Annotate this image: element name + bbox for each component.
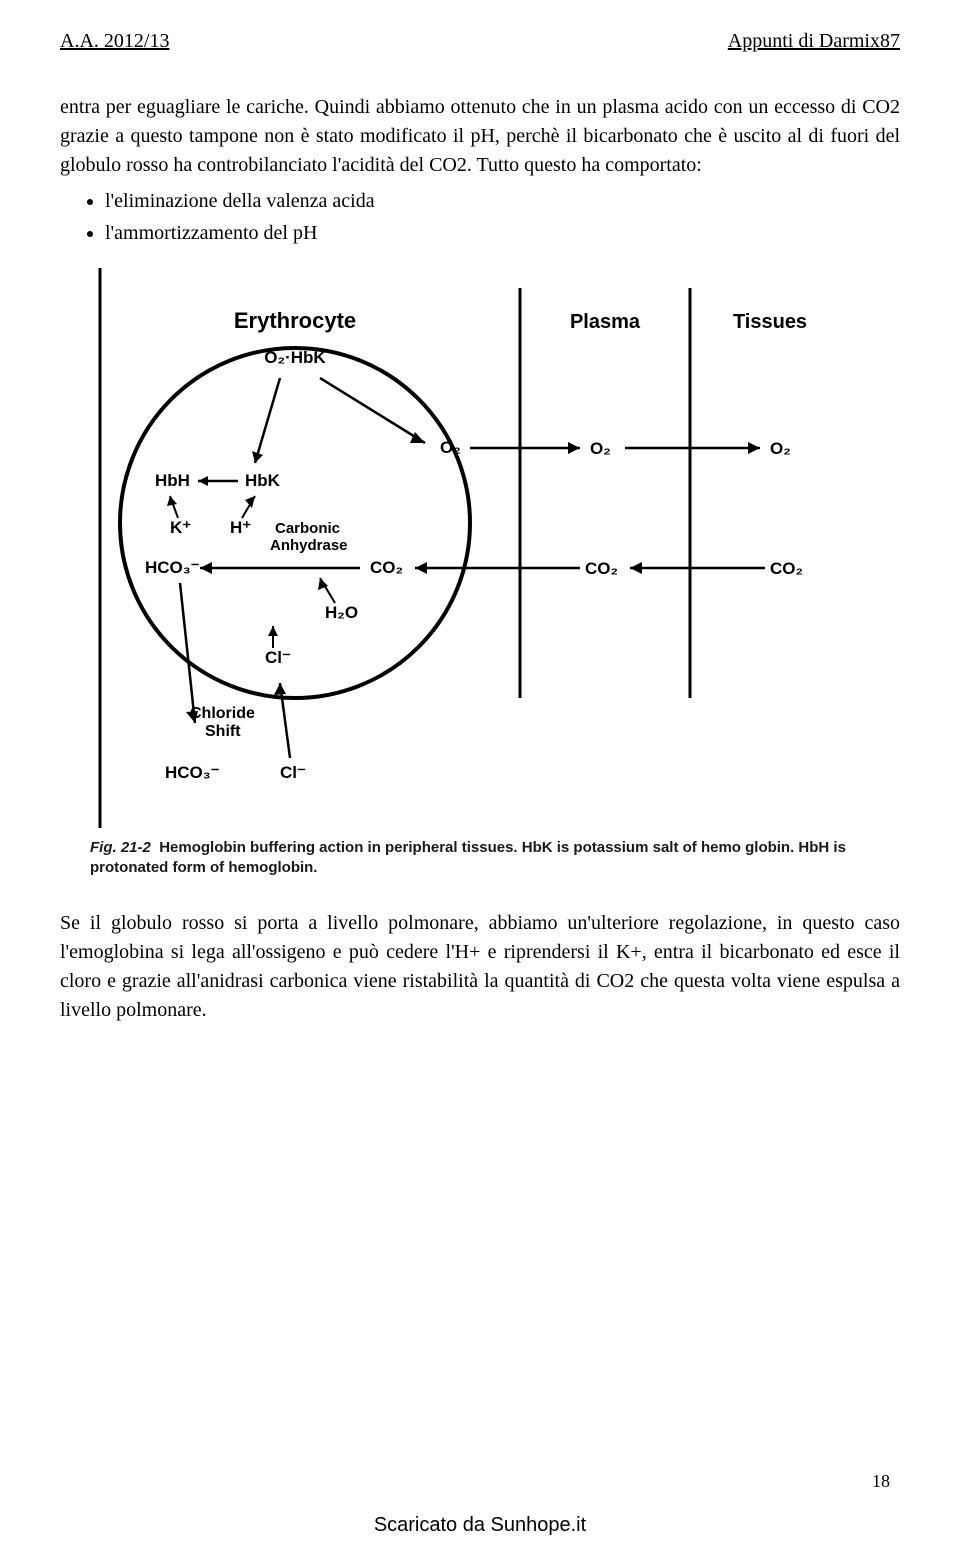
page-header: A.A. 2012/13 Appunti di Darmix87	[60, 30, 900, 53]
arrow-down-hbk	[255, 378, 280, 463]
arrow-hco3-out	[180, 583, 195, 723]
paragraph-1: entra per eguagliare le cariche. Quindi …	[60, 93, 900, 180]
label-chloride: Chloride	[190, 705, 255, 722]
paragraph-2: Se il globulo rosso si porta a livello p…	[60, 909, 900, 1025]
label-h2o: H₂O	[325, 603, 358, 622]
label-shift: Shift	[205, 723, 241, 740]
arrowhead	[568, 442, 580, 454]
label-co2-p: CO₂	[585, 559, 618, 578]
arrowhead	[415, 562, 427, 574]
arrowhead	[748, 442, 760, 454]
arrowhead	[200, 562, 212, 574]
label-anhydrase: Anhydrase	[270, 537, 348, 554]
page-number: 18	[872, 1471, 890, 1492]
label-co2-t: CO₂	[770, 559, 803, 578]
label-o2-cell: O₂	[440, 438, 461, 457]
caption-text: Hemoglobin buffering action in periphera…	[90, 839, 846, 876]
label-hbh: HbH	[155, 471, 190, 490]
bullet-list: l'eliminazione della valenza acida l'amm…	[105, 186, 900, 248]
label-co2-in: CO₂	[370, 558, 403, 577]
label-hplus: H⁺	[230, 518, 251, 537]
label-carbonic: Carbonic	[275, 520, 340, 537]
arrowhead	[274, 683, 286, 695]
arrowhead	[198, 476, 208, 486]
label-cl-in: Cl⁻	[265, 648, 291, 667]
footer-text: Scaricato da Sunhope.it	[0, 1514, 960, 1537]
arrowhead	[167, 496, 177, 506]
label-erythrocyte: Erythrocyte	[234, 308, 356, 333]
label-plasma: Plasma	[570, 311, 641, 333]
label-o2-p: O₂	[590, 439, 611, 458]
header-right: Appunti di Darmix87	[728, 30, 900, 53]
list-item: l'eliminazione della valenza acida	[105, 186, 900, 216]
label-kplus: K⁺	[170, 518, 191, 537]
header-left: A.A. 2012/13	[60, 30, 169, 53]
figure-caption: Fig. 21-2 Hemoglobin buffering action in…	[90, 838, 870, 879]
figure-diagram: Erythrocyte Plasma Tissues O₂·HbK O₂ HbH…	[70, 268, 890, 879]
arrowhead	[268, 626, 278, 636]
label-hco3-in: HCO₃⁻	[145, 558, 200, 577]
list-item: l'ammortizzamento del pH	[105, 218, 900, 248]
label-o2hbk: O₂·HbK	[264, 348, 326, 367]
label-cl-out: Cl⁻	[280, 763, 306, 782]
arrow-o2-out	[320, 378, 425, 443]
erythrocyte-diagram: Erythrocyte Plasma Tissues O₂·HbK O₂ HbH…	[70, 268, 890, 828]
label-o2-t: O₂	[770, 439, 791, 458]
figure-number: Fig. 21-2	[90, 839, 151, 856]
arrowhead	[630, 562, 642, 574]
label-hco3-out: HCO₃⁻	[165, 763, 220, 782]
label-tissues: Tissues	[733, 311, 807, 333]
label-hbk: HbK	[245, 471, 281, 490]
